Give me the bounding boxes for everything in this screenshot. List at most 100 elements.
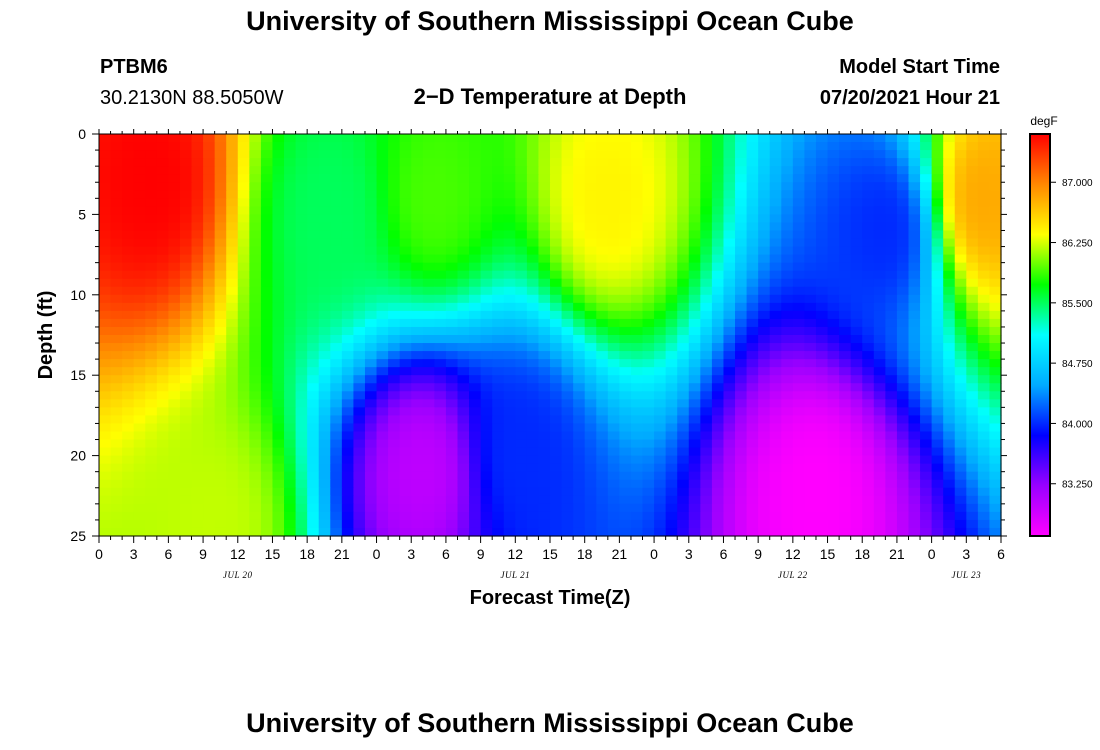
heatmap-cell bbox=[677, 343, 690, 352]
heatmap-cell bbox=[561, 302, 574, 312]
heatmap-cell bbox=[99, 407, 112, 416]
heatmap-cell bbox=[896, 142, 910, 151]
heatmap-cell bbox=[445, 439, 459, 449]
heatmap-cell bbox=[168, 134, 181, 143]
heatmap-cell bbox=[746, 511, 759, 521]
heatmap-cell bbox=[792, 423, 806, 433]
heatmap-cell bbox=[214, 230, 227, 240]
heatmap-cell bbox=[769, 455, 782, 465]
heatmap-cell bbox=[839, 407, 852, 416]
heatmap-cell bbox=[781, 286, 794, 296]
heatmap-cell bbox=[642, 222, 655, 232]
heatmap-cell bbox=[665, 182, 678, 191]
heatmap-cell bbox=[168, 230, 181, 240]
heatmap-cell bbox=[330, 134, 343, 143]
heatmap-cell bbox=[711, 519, 725, 529]
heatmap-cell bbox=[353, 495, 366, 505]
heatmap-cell bbox=[191, 519, 204, 529]
heatmap-cell bbox=[330, 495, 343, 505]
heatmap-cell bbox=[850, 351, 863, 360]
heatmap-cell bbox=[122, 246, 135, 256]
heatmap-cell bbox=[249, 375, 262, 384]
heatmap-cell bbox=[931, 310, 944, 320]
heatmap-cell bbox=[364, 134, 378, 143]
heatmap-cell bbox=[457, 471, 470, 481]
heatmap-cell bbox=[989, 463, 1002, 473]
heatmap-cell bbox=[746, 527, 759, 537]
heatmap-cell bbox=[550, 190, 563, 199]
heatmap-cell bbox=[781, 222, 794, 232]
heatmap-cell bbox=[677, 439, 690, 449]
heatmap-cell bbox=[226, 487, 239, 497]
heatmap-cell bbox=[110, 335, 123, 344]
heatmap-cell bbox=[272, 407, 285, 416]
heatmap-cell bbox=[654, 519, 667, 529]
heatmap-cell bbox=[781, 182, 794, 191]
heatmap-cell bbox=[330, 254, 343, 264]
heatmap-cell bbox=[746, 310, 759, 320]
heatmap-cell bbox=[515, 318, 528, 328]
heatmap-cell bbox=[145, 487, 158, 497]
heatmap-cell bbox=[607, 503, 620, 513]
heatmap-cell bbox=[781, 230, 794, 240]
heatmap-cell bbox=[133, 407, 146, 416]
heatmap-cell bbox=[839, 230, 852, 240]
heatmap-cell bbox=[445, 270, 459, 280]
heatmap-cell bbox=[977, 383, 991, 392]
x-tick-label: 6 bbox=[442, 546, 450, 562]
heatmap-cell bbox=[318, 238, 331, 248]
heatmap-cell bbox=[966, 351, 979, 360]
heatmap-cell bbox=[191, 302, 204, 312]
x-tick-label: 0 bbox=[650, 546, 658, 562]
heatmap-cell bbox=[723, 158, 736, 167]
heatmap-cell bbox=[191, 479, 204, 489]
heatmap-cell bbox=[272, 174, 285, 183]
heatmap-cell bbox=[422, 206, 435, 215]
heatmap-cell bbox=[492, 286, 505, 296]
heatmap-cell bbox=[735, 254, 748, 264]
heatmap-cell bbox=[896, 190, 910, 199]
heatmap-cell bbox=[295, 431, 308, 441]
heatmap-cell bbox=[896, 359, 910, 368]
heatmap-cell bbox=[411, 439, 424, 449]
heatmap-cell bbox=[804, 463, 817, 473]
heatmap-cell bbox=[469, 463, 482, 473]
heatmap-cell bbox=[642, 503, 655, 513]
heatmap-cell bbox=[862, 198, 875, 207]
heatmap-cell bbox=[885, 134, 898, 143]
heatmap-cell bbox=[931, 230, 944, 240]
heatmap-cell bbox=[330, 455, 343, 465]
heatmap-cell bbox=[492, 367, 505, 376]
heatmap-cell bbox=[619, 182, 632, 191]
heatmap-cell bbox=[619, 294, 632, 304]
heatmap-cell bbox=[815, 351, 829, 360]
heatmap-cell bbox=[700, 246, 713, 256]
heatmap-cell bbox=[908, 222, 921, 232]
heatmap-cell bbox=[399, 286, 412, 296]
heatmap-cell bbox=[364, 447, 378, 457]
heatmap-cell bbox=[908, 407, 921, 416]
heatmap-cell bbox=[607, 359, 620, 368]
heatmap-cell bbox=[966, 326, 979, 336]
heatmap-cell bbox=[943, 359, 956, 368]
heatmap-cell bbox=[584, 150, 597, 159]
heatmap-cell bbox=[700, 302, 713, 312]
heatmap-cell bbox=[214, 198, 227, 207]
heatmap-cell bbox=[272, 214, 285, 224]
heatmap-cell bbox=[550, 391, 563, 400]
heatmap-cell bbox=[133, 511, 146, 521]
heatmap-cell bbox=[769, 326, 782, 336]
heatmap-cell bbox=[561, 278, 574, 288]
heatmap-cell bbox=[885, 174, 898, 183]
heatmap-cell bbox=[723, 463, 736, 473]
heatmap-cell bbox=[804, 519, 817, 529]
heatmap-cell bbox=[480, 375, 493, 384]
heatmap-cell bbox=[954, 318, 967, 328]
station-location: 30.2130N 88.5050W bbox=[100, 87, 284, 109]
heatmap-cell bbox=[284, 383, 297, 392]
heatmap-cell bbox=[550, 214, 563, 224]
heatmap-cell bbox=[191, 214, 204, 224]
heatmap-cell bbox=[839, 254, 852, 264]
heatmap-cell bbox=[630, 158, 644, 167]
heatmap-cell bbox=[376, 391, 389, 400]
